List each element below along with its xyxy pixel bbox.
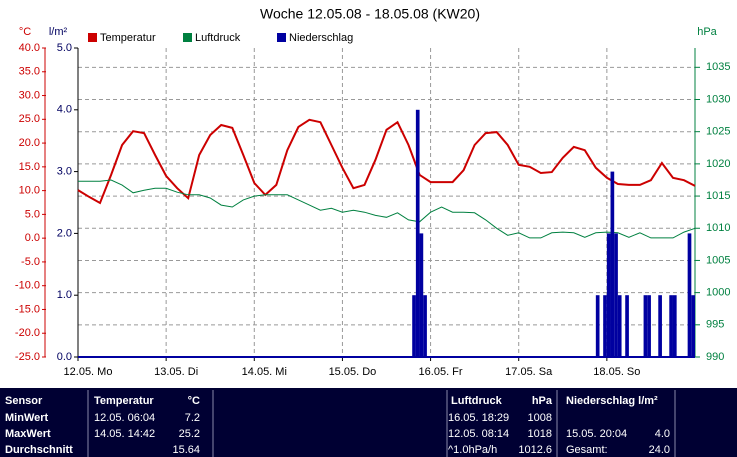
table-cell: 24.0: [649, 444, 670, 456]
table-cell: 1018: [528, 428, 552, 440]
table-background: [0, 388, 737, 457]
y-tick-label: 0.0: [25, 232, 40, 244]
bar: [647, 295, 651, 357]
bar: [672, 295, 677, 357]
y-tick-label: 35.0: [19, 66, 40, 78]
bar: [614, 233, 618, 357]
y-tick-label: -10.0: [15, 280, 40, 292]
table-cell: 1012.6: [518, 444, 552, 456]
bar: [691, 295, 695, 357]
bar: [423, 295, 427, 357]
x-tick-label: 13.05. Di: [154, 366, 198, 378]
y-tick-label: 10.0: [19, 185, 40, 197]
table-cell: Durchschnitt: [5, 444, 73, 456]
bar: [606, 233, 611, 357]
bar: [617, 295, 622, 357]
y-axis-label: °C: [19, 26, 31, 38]
legend-label: Luftdruck: [195, 32, 241, 44]
y3-tick-label: 5.0: [57, 42, 72, 54]
table-cell: 4.0: [655, 428, 670, 440]
y-tick-label: 5.0: [25, 208, 40, 220]
y-tick-label: -20.0: [15, 327, 40, 339]
bar: [658, 295, 662, 357]
y2-tick-label: 995: [706, 319, 724, 331]
y3-tick-label: 2.0: [57, 227, 72, 239]
bar: [603, 295, 607, 357]
y3-tick-label: 1.0: [57, 289, 72, 301]
bar: [687, 233, 692, 357]
bar: [412, 295, 416, 357]
y2-tick-label: 1030: [706, 93, 730, 105]
series-line: [77, 118, 696, 205]
bar: [669, 295, 673, 357]
table: Sensor Temperatur °C Luftdruck hPa Niederschl…: [5, 390, 676, 457]
table-cell: 7.2: [185, 412, 200, 424]
table-cell: 12.05. 08:14: [448, 428, 509, 440]
table-cell: 12.05. 06:04: [94, 412, 155, 424]
bar: [625, 295, 629, 357]
table-cell: MaxWert: [5, 428, 51, 440]
y-tick-label: 15.0: [19, 161, 40, 173]
y-tick-label: 20.0: [19, 137, 40, 149]
y2-tick-label: 1020: [706, 158, 730, 170]
y3-tick-label: 3.0: [57, 166, 72, 178]
legend-label: Niederschlag: [289, 32, 353, 44]
table-cell: 15.05. 20:04: [566, 428, 627, 440]
table-cell: Gesamt:: [566, 444, 608, 456]
y-tick-label: -25.0: [15, 351, 40, 363]
legend-swatch: [183, 33, 192, 42]
y3-tick-label: 0.0: [57, 351, 72, 363]
y-tick-label: 40.0: [19, 42, 40, 54]
table-cell: 25.2: [179, 428, 200, 440]
bar: [610, 171, 615, 357]
y-tick-label: 30.0: [19, 89, 40, 101]
y-tick-label: -5.0: [21, 256, 40, 268]
table-header: °C: [188, 395, 200, 407]
x-tick-label: 17.05. Sa: [505, 366, 553, 378]
table-header: Luftdruck: [451, 395, 503, 407]
bar: [419, 233, 424, 357]
bar: [415, 109, 420, 357]
series-line: [78, 179, 696, 239]
table-cell: 16.05. 18:29: [448, 412, 509, 424]
table-cell: ^1.0hPa/h: [448, 444, 497, 456]
y2-tick-label: 1015: [706, 190, 730, 202]
table-cell: 15.64: [172, 444, 200, 456]
y-tick-label: 25.0: [19, 113, 40, 125]
y2-tick-label: 990: [706, 351, 724, 363]
y2-tick-label: 1025: [706, 126, 730, 138]
x-tick-label: 15.05. Do: [329, 366, 377, 378]
y2-tick-label: 1010: [706, 222, 730, 234]
x-tick-label: 12.05. Mo: [64, 366, 113, 378]
x-tick-label: 16.05. Fr: [419, 366, 463, 378]
chart-title: Woche 12.05.08 - 18.05.08 (KW20): [260, 6, 480, 22]
y2-tick-label: 1035: [706, 61, 730, 73]
y2-axis-label: hPa: [697, 26, 717, 38]
bar: [595, 295, 600, 357]
legend-swatch: [88, 33, 97, 42]
table-header: hPa: [532, 395, 553, 407]
y2-tick-label: 1000: [706, 287, 730, 299]
x-tick-label: 18.05. So: [593, 366, 640, 378]
table-cell: 14.05. 14:42: [94, 428, 155, 440]
x-tick-label: 14.05. Mi: [242, 366, 287, 378]
y2-tick-label: 1005: [706, 254, 730, 266]
table-header: Sensor: [5, 395, 43, 407]
table-header: Temperatur: [94, 395, 154, 407]
table-cell: MinWert: [5, 412, 49, 424]
legend-label: Temperatur: [100, 32, 156, 44]
y-tick-label: -15.0: [15, 303, 40, 315]
table-cell: 1008: [528, 412, 552, 424]
y3-tick-label: 4.0: [57, 104, 72, 116]
y3-axis-label: l/m²: [49, 26, 68, 38]
bar: [643, 295, 648, 357]
table-header: Niederschlag l/m²: [566, 395, 658, 407]
legend-swatch: [277, 33, 286, 42]
